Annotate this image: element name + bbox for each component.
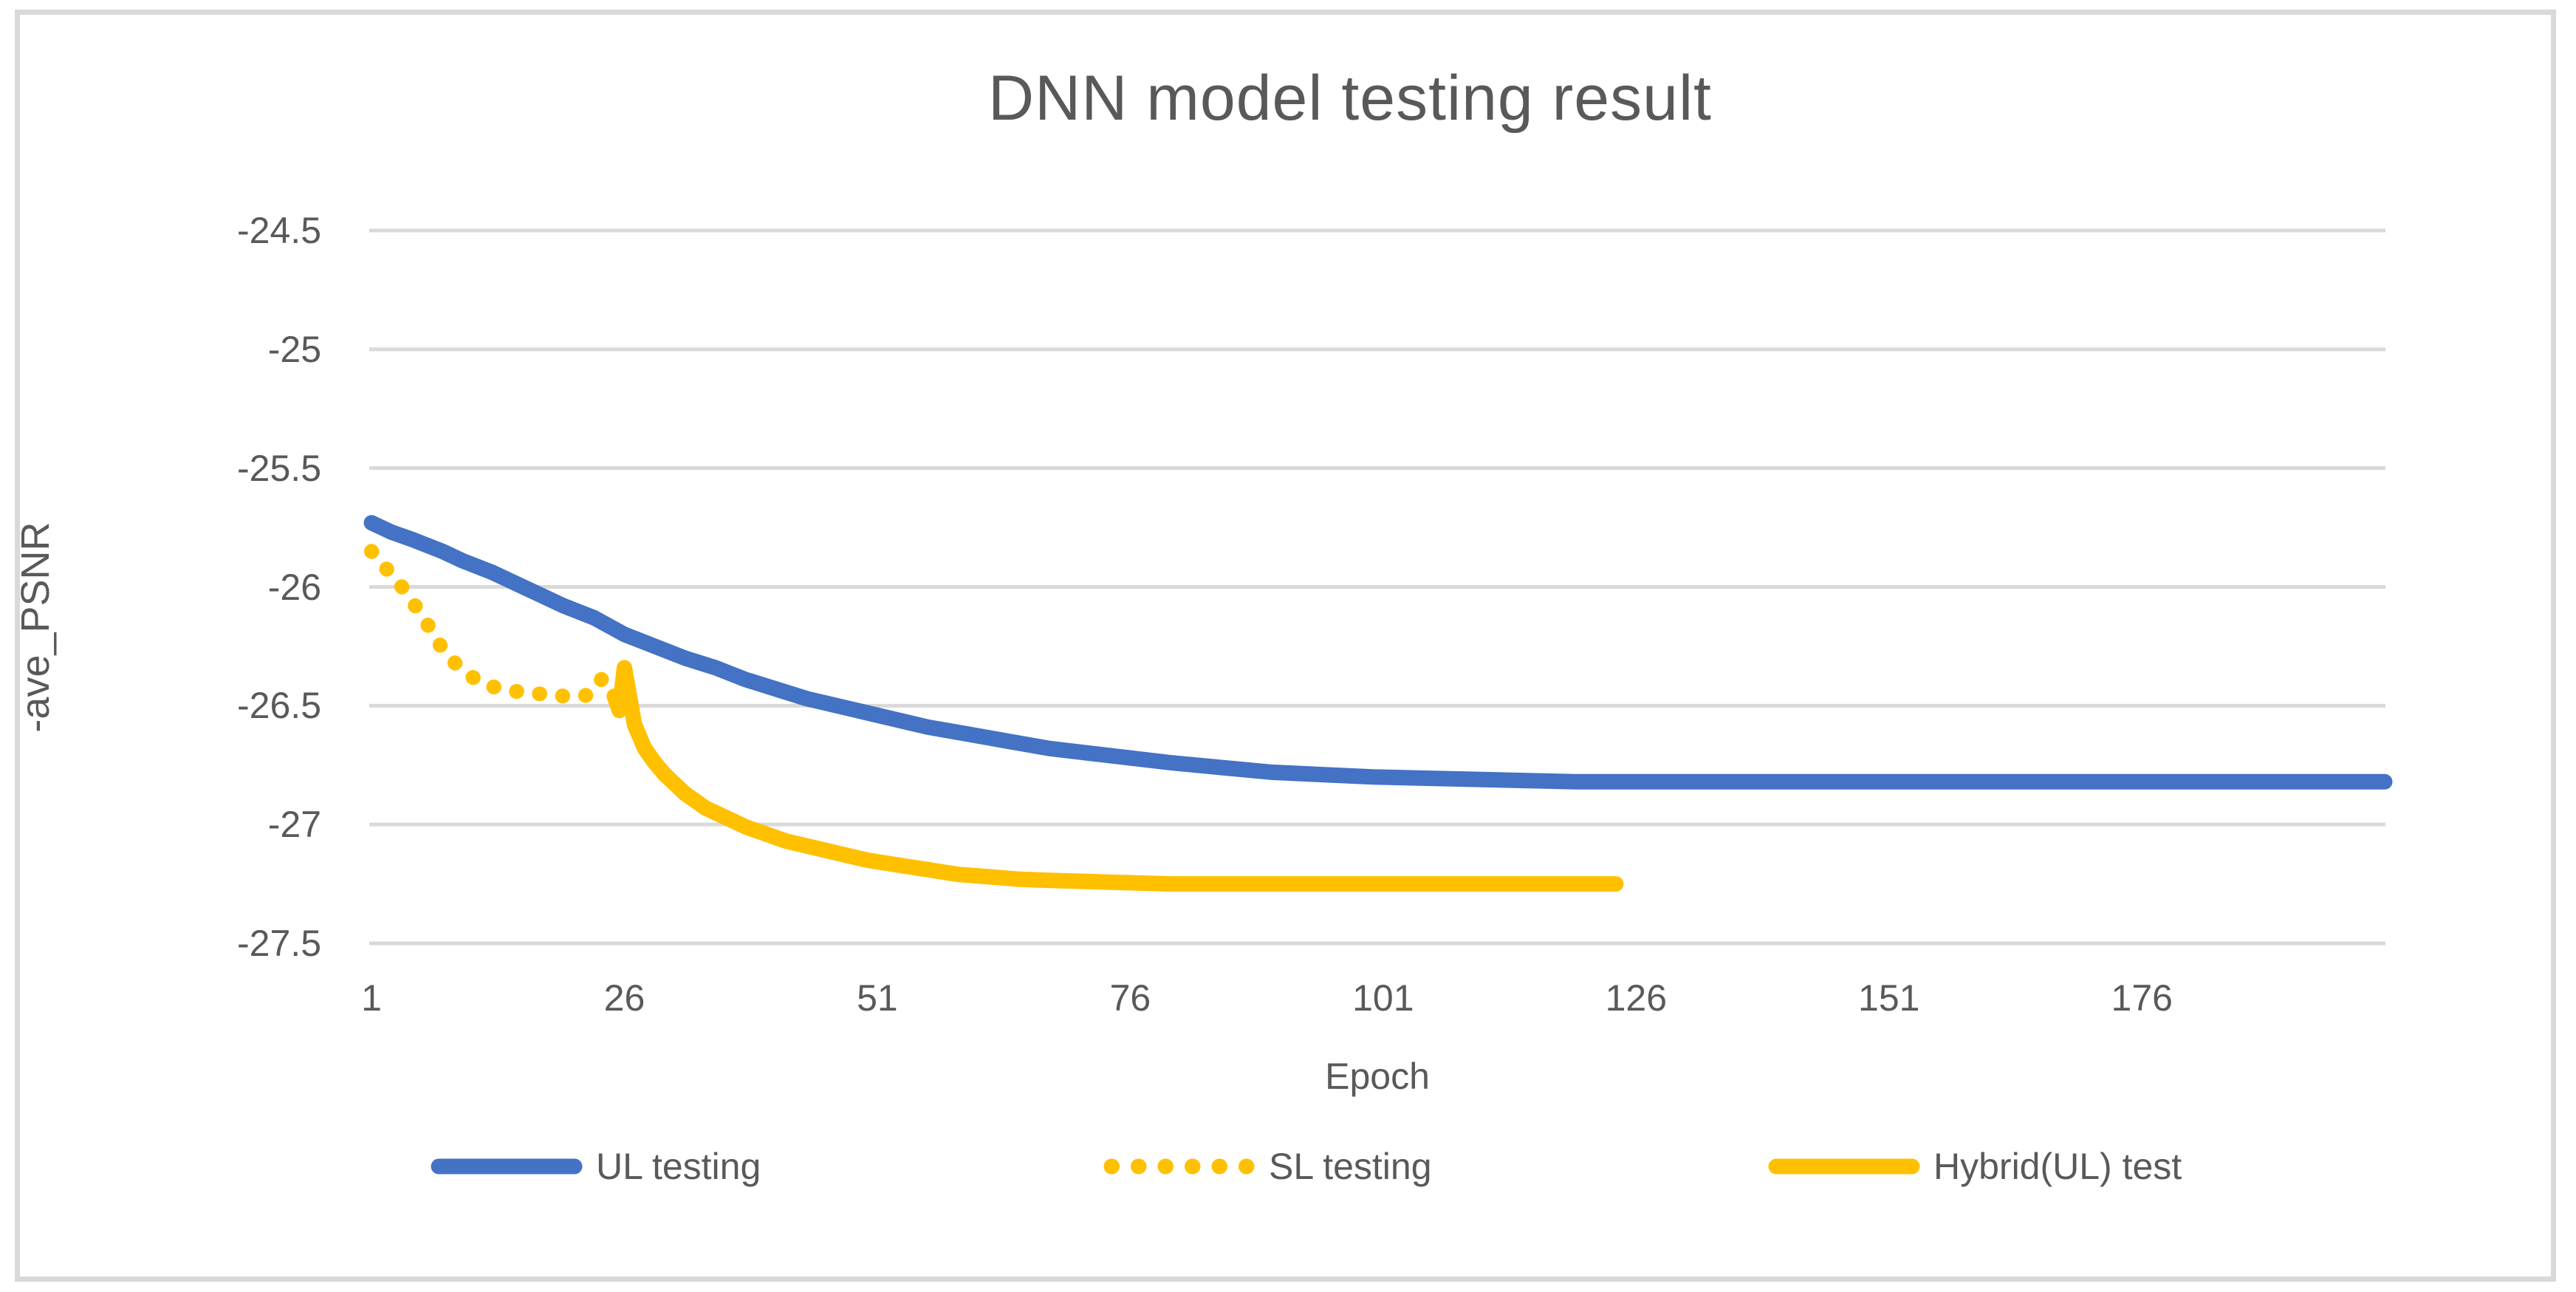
y-tick-label: -25.5	[237, 447, 321, 489]
x-axis-title: Epoch	[1325, 1056, 1430, 1097]
x-tick-label: 51	[857, 977, 898, 1019]
legend-item-sl-testing: SL testing	[1103, 1144, 1432, 1189]
y-tick-label: -26	[267, 566, 321, 608]
x-tick-label: 76	[1109, 977, 1151, 1019]
legend-item-ul-testing: UL testing	[431, 1144, 761, 1189]
legend-line-solid-icon	[431, 1158, 583, 1175]
legend-label: UL testing	[596, 1146, 761, 1187]
x-tick-label: 101	[1352, 977, 1414, 1019]
y-tick-label: -24.5	[237, 210, 321, 251]
y-tick-label: -26.5	[237, 685, 321, 727]
y-tick-label: -25	[267, 328, 321, 370]
x-tick-label: 26	[603, 977, 645, 1019]
chart-title: DNN model testing result	[988, 63, 1712, 134]
x-tick-label: 126	[1605, 977, 1668, 1019]
series-line-ul-testing	[363, 515, 2393, 790]
legend-label: SL testing	[1269, 1146, 1432, 1187]
y-tick-label: -27.5	[237, 923, 321, 964]
series-line-hybrid-ul-test	[606, 660, 1624, 892]
series-line-sl-testing	[364, 544, 612, 704]
legend-item-hybrid-test: Hybrid(UL) test	[1768, 1144, 2182, 1189]
legend-line-solid-icon	[1768, 1158, 1920, 1175]
y-tick-label: -27	[267, 804, 321, 846]
x-tick-label: 176	[2111, 977, 2173, 1019]
legend-line-dotted-icon	[1103, 1158, 1256, 1175]
x-tick-label: 151	[1858, 977, 1920, 1019]
legend-label: Hybrid(UL) test	[1933, 1146, 2182, 1187]
x-tick-label: 1	[361, 977, 382, 1019]
y-axis-title: -ave_PSNR	[13, 522, 58, 733]
